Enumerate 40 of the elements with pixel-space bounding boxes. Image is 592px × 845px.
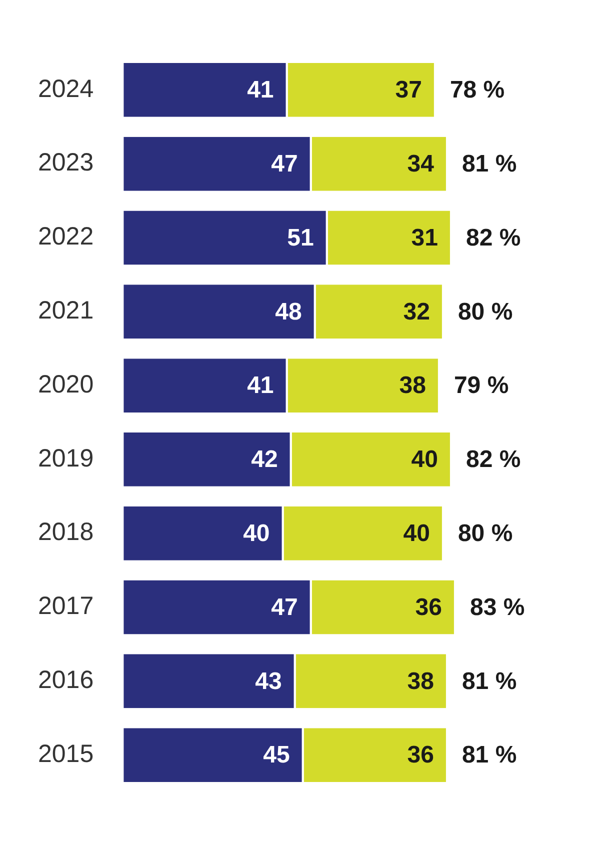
data-label: 38 (407, 668, 434, 695)
y-tick-label: 2017 (38, 592, 94, 620)
data-label: 36 (407, 742, 434, 769)
data-label: 47 (271, 150, 298, 178)
total-label: 80 % (458, 298, 513, 326)
total-label: 81 % (462, 742, 517, 769)
data-label: 34 (407, 150, 435, 178)
y-tick-label: 2022 (38, 222, 94, 251)
data-label: 32 (403, 298, 430, 326)
data-label: 41 (247, 372, 274, 400)
data-label: 51 (287, 224, 314, 252)
total-label: 81 % (462, 150, 517, 178)
data-label: 40 (411, 446, 438, 474)
total-label: 79 % (454, 372, 509, 400)
total-label: 78 % (450, 76, 505, 104)
data-label: 36 (415, 594, 442, 621)
data-label: 40 (403, 520, 430, 547)
y-tick-label: 2016 (38, 666, 94, 694)
data-label: 41 (247, 76, 274, 104)
data-label: 40 (243, 520, 270, 547)
total-label: 82 % (466, 224, 521, 252)
data-label: 48 (275, 298, 302, 326)
y-tick-label: 2015 (38, 740, 94, 768)
data-label: 38 (399, 372, 426, 400)
y-tick-label: 2019 (38, 444, 94, 472)
data-label: 45 (263, 742, 290, 769)
total-label: 83 % (470, 594, 525, 621)
data-label: 37 (395, 76, 422, 104)
data-label: 42 (251, 446, 278, 474)
y-tick-label: 2018 (38, 518, 94, 546)
y-tick-label: 2023 (38, 148, 94, 177)
y-tick-label: 2021 (38, 296, 94, 325)
data-label: 31 (411, 224, 438, 252)
total-label: 80 % (458, 520, 513, 547)
data-label: 43 (255, 668, 282, 695)
y-tick-label: 2020 (38, 370, 94, 398)
total-label: 81 % (462, 668, 517, 695)
y-tick-label: 2024 (38, 74, 94, 103)
total-label: 82 % (466, 446, 521, 474)
data-label: 47 (271, 594, 298, 621)
